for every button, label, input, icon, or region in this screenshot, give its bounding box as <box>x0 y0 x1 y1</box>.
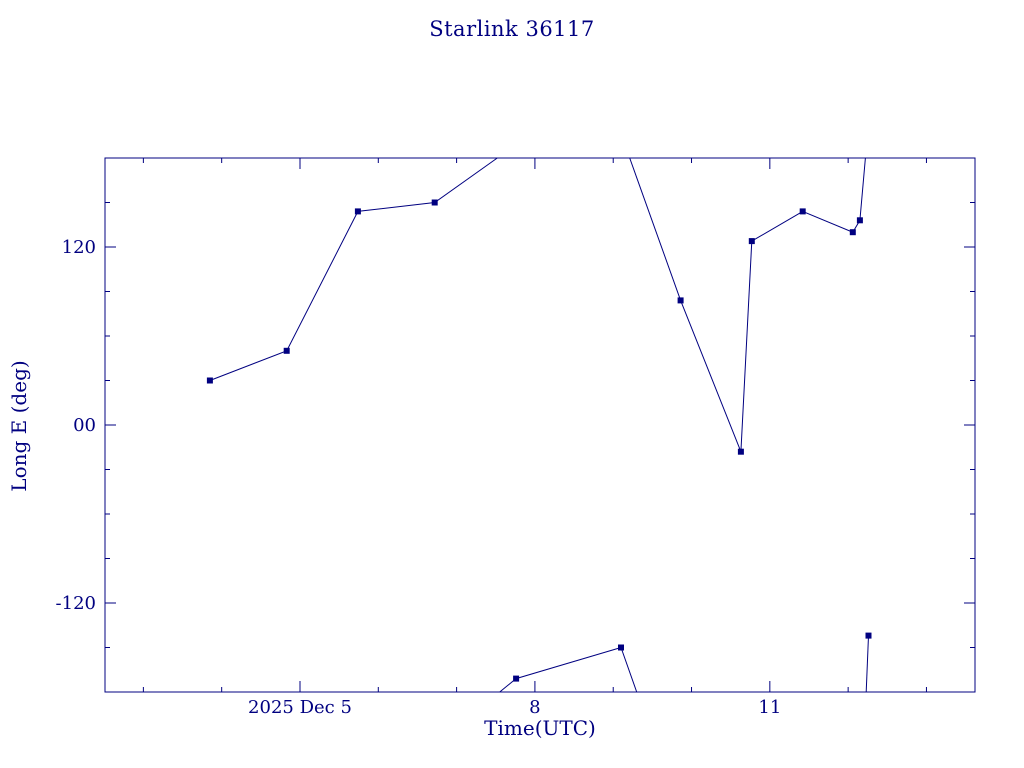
data-point-marker <box>748 238 755 245</box>
y-tick-label: -120 <box>56 593 96 614</box>
x-tick-label: 2025 Dec 5 <box>248 697 352 718</box>
y-tick-label: 120 <box>62 237 96 258</box>
data-point-marker <box>799 208 806 215</box>
data-point-marker <box>431 199 438 206</box>
plot-frame <box>104 157 976 693</box>
data-point-marker <box>737 448 744 455</box>
series-line <box>865 635 869 693</box>
data-point-marker <box>865 632 872 639</box>
data-point-marker <box>618 644 624 651</box>
data-point-marker <box>513 675 520 682</box>
y-tick-label: 00 <box>73 415 96 436</box>
data-point-marker <box>206 377 213 384</box>
series-line <box>629 157 866 452</box>
data-point-marker <box>354 208 361 215</box>
data-point-marker <box>856 217 863 224</box>
data-point-marker <box>283 347 290 354</box>
data-point-marker <box>849 229 856 236</box>
chart-title: Starlink 36117 <box>429 17 595 41</box>
x-tick-label: 11 <box>758 697 781 718</box>
data-point-marker <box>677 297 684 304</box>
series-line <box>209 157 498 381</box>
x-axis-label: Time(UTC) <box>484 716 596 740</box>
x-tick-label: 8 <box>529 697 540 718</box>
series-line <box>499 646 638 693</box>
